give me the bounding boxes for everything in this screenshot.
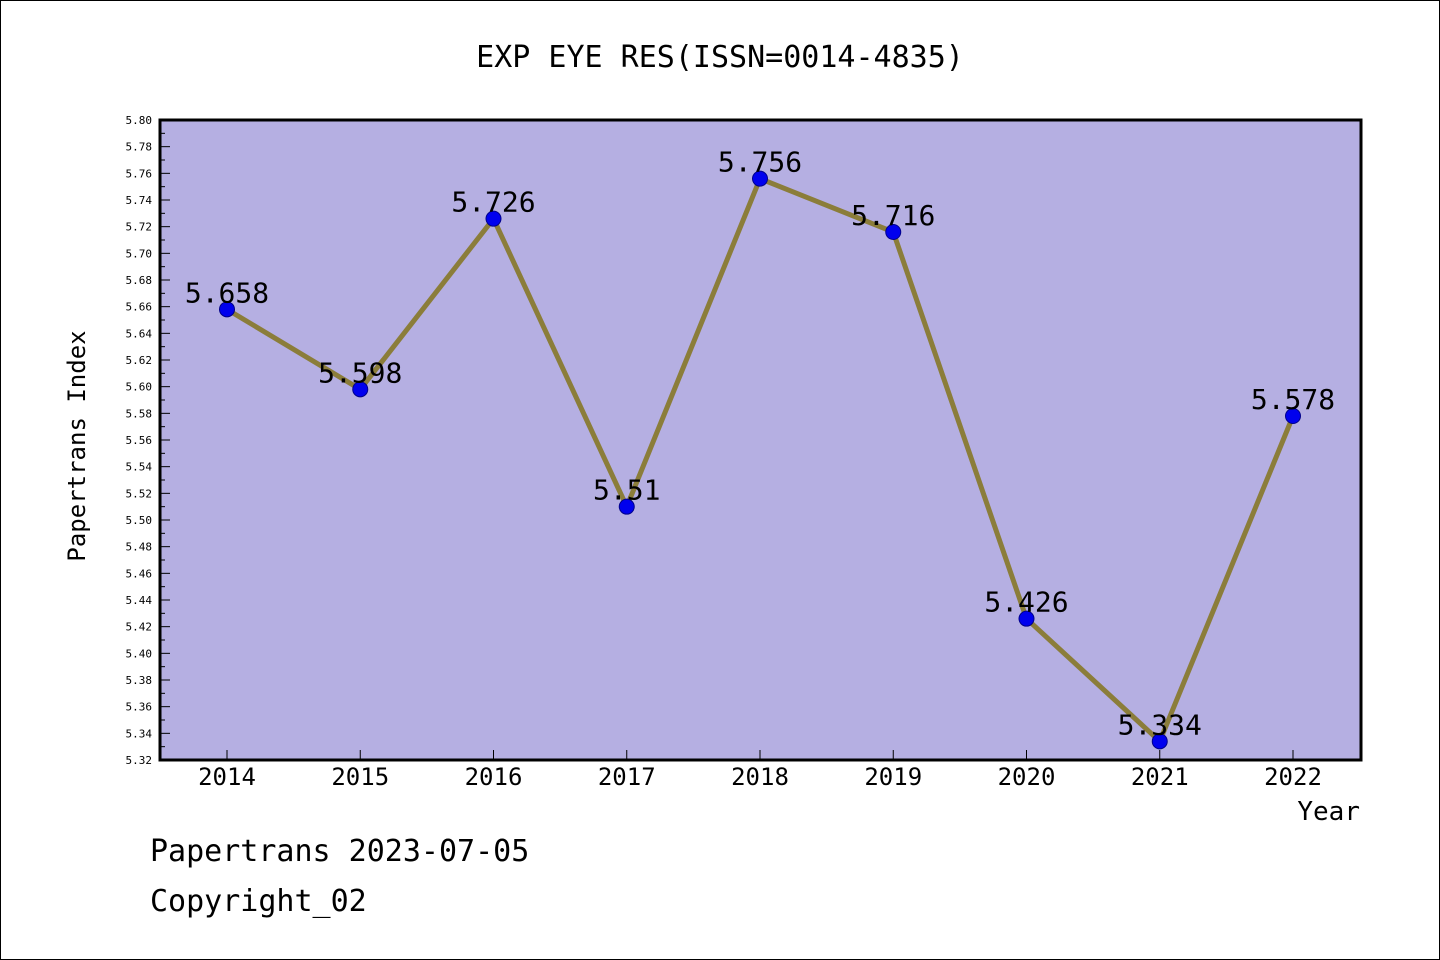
data-label: 5.756 (718, 146, 802, 179)
data-point (1285, 408, 1301, 424)
data-point (1151, 733, 1168, 750)
x-tick-label: 2020 (998, 763, 1056, 791)
y-tick-label: 5.44 (126, 594, 153, 607)
x-tick-label: 2018 (731, 763, 789, 791)
x-tick-label: 2022 (1264, 763, 1322, 791)
y-tick-label: 5.70 (126, 247, 153, 260)
data-markers (219, 170, 1301, 750)
plot-area (158, 118, 1363, 762)
y-tick-label: 5.60 (126, 381, 153, 394)
y-axis: 5.32 5.34 5.36 5.38 5.40 5.42 5.44 5.46 5.48 5.50… (126, 114, 170, 767)
footer-copyright: Copyright_02 (150, 884, 367, 919)
data-point (352, 381, 369, 398)
data-label: 5.334 (1118, 708, 1202, 741)
data-point (1018, 610, 1035, 627)
data-point (885, 224, 902, 240)
y-tick-label: 5.78 (126, 141, 153, 154)
y-tick-label: 5.72 (126, 221, 153, 234)
y-tick-label: 5.32 (126, 754, 153, 767)
y-tick-label: 5.40 (126, 647, 153, 660)
y-tick-label: 5.38 (126, 674, 153, 687)
y-tick-label: 5.54 (126, 461, 153, 474)
data-label: 5.598 (318, 356, 402, 389)
x-tick-label: 2015 (331, 763, 389, 791)
data-label: 5.578 (1251, 383, 1335, 416)
y-tick-label: 5.68 (126, 274, 153, 287)
data-label: 5.51 (593, 474, 660, 507)
x-tick-label: 2017 (598, 763, 656, 791)
y-tick-label: 5.80 (126, 114, 153, 127)
x-axis-label: Year (1297, 797, 1360, 827)
x-tick-label: 2014 (198, 763, 256, 791)
data-point (219, 301, 235, 318)
y-tick-label: 5.66 (126, 301, 153, 314)
y-tick-label: 5.64 (126, 327, 153, 340)
y-tick-label: 5.50 (126, 514, 153, 527)
y-tick-label: 5.48 (126, 541, 153, 554)
y-tick-label: 5.42 (126, 621, 153, 634)
y-tick-label: 5.46 (126, 567, 153, 580)
data-point (485, 210, 502, 227)
data-point (752, 170, 768, 187)
y-tick-label: 5.56 (126, 434, 153, 447)
data-label: 5.658 (185, 276, 269, 309)
data-label: 5.726 (451, 186, 535, 219)
data-point (618, 498, 635, 515)
y-tick-label: 5.58 (126, 407, 153, 420)
data-labels: 5.658 5.598 5.726 5.51 5.756 5.716 5.426 5.334 5… (185, 146, 1335, 742)
x-axis: 2014 2015 2016 2017 2018 2019 2020 2021 2022 (198, 750, 1322, 791)
y-tick-label: 5.74 (126, 194, 153, 207)
chart-title: EXP EYE RES(ISSN=0014-4835) (476, 40, 964, 75)
x-tick-label: 2021 (1131, 763, 1189, 791)
x-tick-label: 2016 (465, 763, 523, 791)
y-tick-label: 5.76 (126, 167, 153, 180)
y-tick-label: 5.62 (126, 354, 153, 367)
y-axis-label: Papertrans Index (63, 330, 91, 561)
y-tick-label: 5.52 (126, 487, 153, 500)
footer-date: Papertrans 2023-07-05 (150, 834, 530, 869)
data-label: 5.426 (984, 586, 1068, 619)
x-tick-label: 2019 (864, 763, 922, 791)
data-label: 5.716 (851, 199, 935, 232)
y-tick-label: 5.36 (126, 701, 153, 714)
y-tick-label: 5.34 (126, 727, 153, 740)
